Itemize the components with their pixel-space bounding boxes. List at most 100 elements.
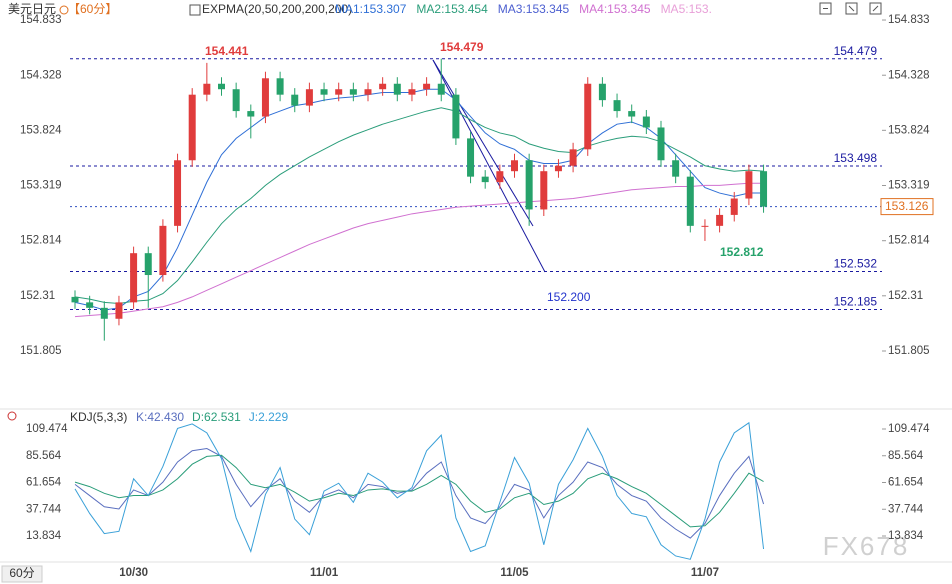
period-button-label[interactable]: 60分 bbox=[9, 566, 34, 580]
y-tick-label: 85.564 bbox=[26, 450, 62, 462]
ema-line bbox=[74, 107, 764, 304]
period[interactable]: 【60分】 bbox=[68, 2, 117, 16]
y-tick-label-right: 152.814 bbox=[888, 235, 930, 247]
price-line-label: 152.185 bbox=[834, 295, 878, 309]
x-tick-label: 11/05 bbox=[500, 567, 529, 579]
tool-icon[interactable] bbox=[869, 2, 882, 15]
y-tick-label-right: 13.834 bbox=[888, 530, 924, 542]
candle-body bbox=[203, 83, 211, 95]
tool-icon[interactable] bbox=[819, 2, 832, 15]
y-tick-label-right: 152.31 bbox=[888, 290, 923, 302]
candle-body bbox=[467, 138, 475, 177]
y-tick-label-right: 154.833 bbox=[888, 14, 930, 26]
price-line-label: 154.479 bbox=[834, 44, 878, 58]
y-tick-label: 152.814 bbox=[20, 235, 62, 247]
candle-body bbox=[423, 83, 431, 90]
toolbar bbox=[819, 2, 882, 15]
candle-body bbox=[745, 171, 753, 199]
price-line-label: 152.532 bbox=[834, 257, 878, 271]
trend-line bbox=[432, 59, 534, 227]
symbol: 美元日元 bbox=[8, 2, 56, 16]
candle-body bbox=[71, 296, 79, 303]
y-tick-label-right: 153.824 bbox=[888, 124, 930, 136]
candle-body bbox=[452, 94, 460, 139]
candle-body bbox=[218, 83, 225, 90]
last-price-box bbox=[880, 198, 934, 216]
y-tick-label-right: 153.319 bbox=[888, 180, 930, 192]
last-price-label: 153.126 bbox=[885, 199, 929, 213]
y-tick-label: 109.474 bbox=[26, 423, 68, 435]
y-tick-label: 13.834 bbox=[26, 530, 62, 542]
candle-body bbox=[642, 116, 650, 128]
y-tick-label-right: 151.805 bbox=[888, 345, 930, 357]
y-tick-label: 154.328 bbox=[20, 69, 62, 81]
legend-entry: D:62.531 bbox=[192, 410, 241, 424]
candle-body bbox=[379, 83, 387, 90]
price-annotation: 154.479 bbox=[440, 40, 484, 54]
watermark: FX678 bbox=[823, 531, 910, 561]
price-annotation: 152.200 bbox=[547, 290, 591, 304]
tool-icon[interactable] bbox=[845, 2, 858, 15]
candle-body bbox=[657, 127, 665, 161]
legend-entry: MA5:153. bbox=[661, 2, 712, 16]
setting-icon[interactable] bbox=[189, 4, 201, 16]
candle-body bbox=[393, 83, 401, 95]
candle-body bbox=[701, 225, 709, 227]
y-tick-label-right: 61.654 bbox=[888, 477, 924, 489]
candle-body bbox=[613, 100, 621, 112]
candle-body bbox=[716, 214, 724, 226]
candle-body bbox=[628, 111, 636, 117]
price-annotation: 152.812 bbox=[720, 245, 764, 259]
legend-entry: K:42.430 bbox=[136, 410, 184, 424]
candle-body bbox=[144, 253, 152, 276]
candle-body bbox=[276, 78, 284, 95]
candle-body bbox=[554, 165, 562, 172]
kdj-title: KDJ(5,3,3) bbox=[70, 410, 127, 424]
indicator: EXPMA(20,50,200,200,200) bbox=[202, 2, 352, 16]
y-tick-label: 37.744 bbox=[26, 503, 62, 515]
candle-body bbox=[188, 94, 196, 161]
refresh-icon[interactable] bbox=[59, 5, 69, 15]
candle-body bbox=[496, 171, 504, 183]
kdj-line bbox=[74, 448, 765, 539]
x-tick-label: 11/01 bbox=[310, 567, 339, 579]
candle-body bbox=[130, 253, 138, 303]
trend-line bbox=[432, 59, 546, 273]
candle-body bbox=[349, 89, 357, 95]
candle-body bbox=[540, 171, 548, 210]
y-tick-label: 61.654 bbox=[26, 477, 62, 489]
indicator-icon[interactable] bbox=[7, 411, 17, 421]
period-button[interactable] bbox=[1, 565, 43, 583]
ema-line bbox=[74, 88, 764, 311]
candle-body bbox=[261, 78, 269, 117]
legend-entry: MA1:153.307 bbox=[335, 2, 407, 16]
kdj-line bbox=[74, 454, 764, 528]
candle-body bbox=[672, 160, 680, 177]
price-annotation: 154.441 bbox=[205, 44, 249, 58]
candle-body bbox=[115, 302, 123, 319]
y-tick-label: 153.319 bbox=[20, 180, 62, 192]
candle-body bbox=[760, 171, 768, 207]
candle-body bbox=[437, 83, 445, 95]
candle-body bbox=[174, 160, 182, 226]
y-tick-label-right: 109.474 bbox=[888, 423, 930, 435]
candle-body bbox=[511, 160, 518, 172]
candle-body bbox=[232, 89, 240, 112]
x-tick-label: 10/30 bbox=[119, 567, 148, 579]
candle-body bbox=[730, 198, 738, 215]
y-tick-label-right: 37.744 bbox=[888, 503, 924, 515]
y-tick-label: 154.833 bbox=[20, 14, 62, 26]
candle-body bbox=[86, 302, 94, 308]
y-tick-label: 152.31 bbox=[20, 290, 55, 302]
candle-body bbox=[100, 307, 108, 319]
candle-body bbox=[320, 89, 328, 95]
legend-entry: MA3:153.345 bbox=[498, 2, 570, 16]
legend-entry: MA4:153.345 bbox=[579, 2, 651, 16]
ema-line bbox=[74, 182, 764, 318]
y-tick-label: 151.805 bbox=[20, 345, 62, 357]
y-tick-label-right: 154.328 bbox=[888, 69, 930, 81]
candle-body bbox=[247, 111, 255, 117]
y-tick-label-right: 85.564 bbox=[888, 450, 924, 462]
